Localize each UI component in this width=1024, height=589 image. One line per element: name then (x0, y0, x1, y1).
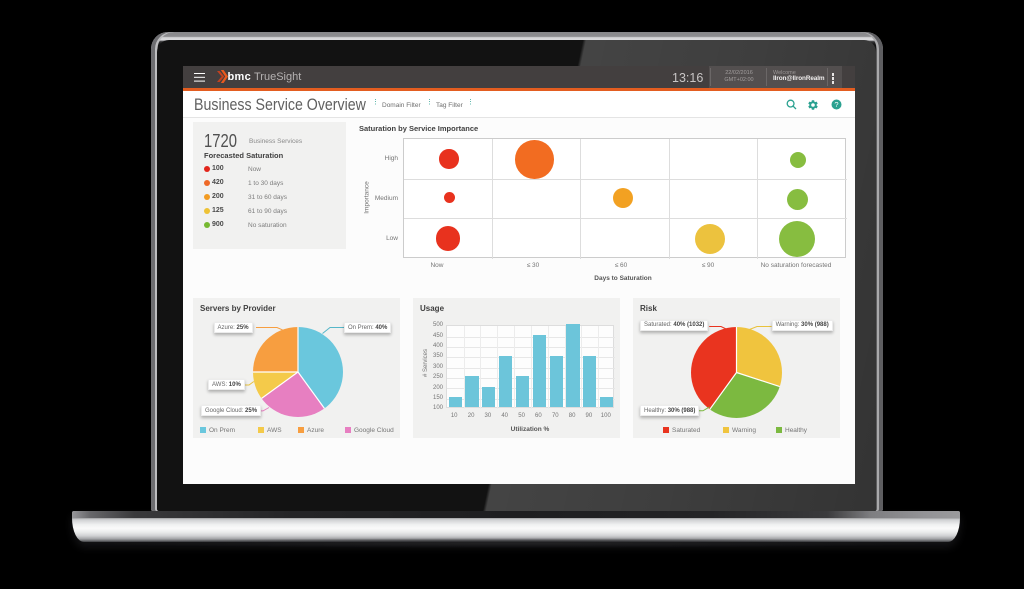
svg-text:?: ? (834, 100, 838, 109)
